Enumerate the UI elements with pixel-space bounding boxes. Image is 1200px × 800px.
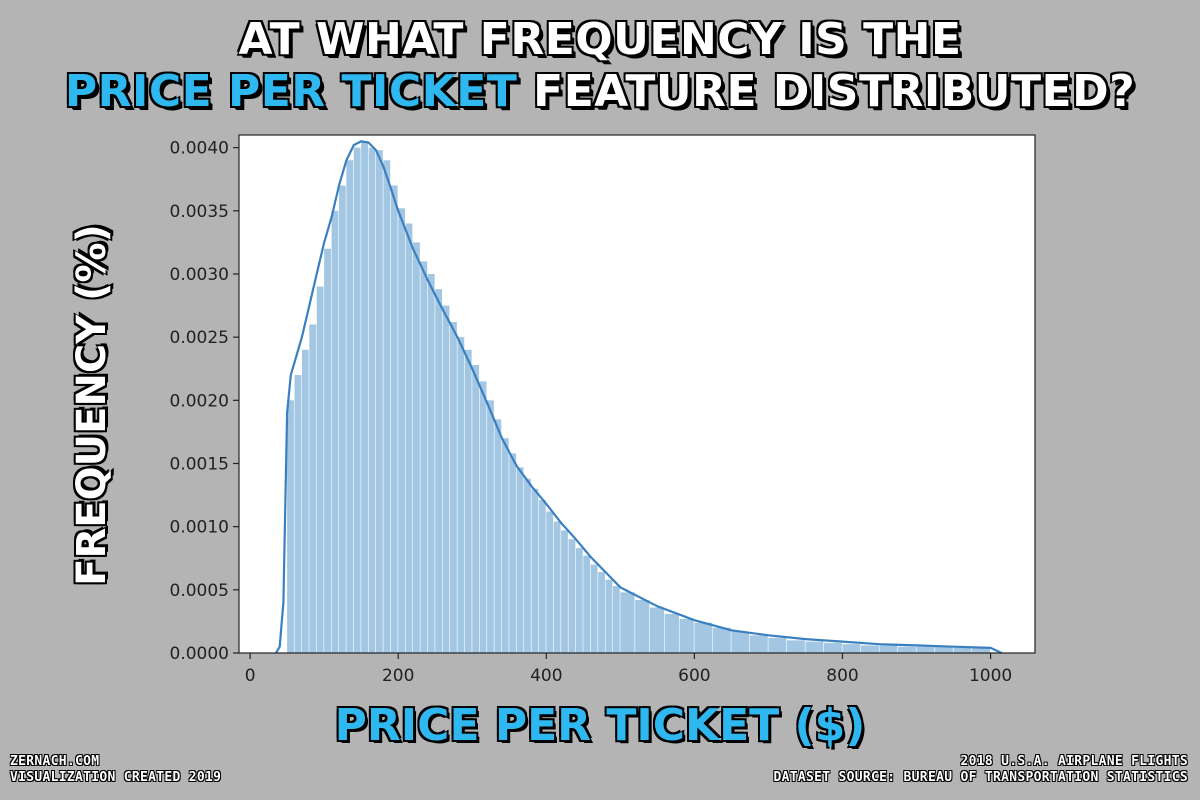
histogram-bar (805, 641, 824, 653)
y-tick-label: 0.0010 (170, 518, 229, 538)
histogram-bar (860, 645, 879, 653)
histogram-bar (590, 564, 598, 653)
histogram-bar (712, 627, 731, 653)
x-tick-label: 400 (530, 666, 562, 686)
y-tick-label: 0.0005 (170, 581, 229, 601)
footer-site: ZERNACH.COM (10, 754, 100, 769)
histogram-bar (694, 622, 713, 653)
histogram-bar (450, 321, 457, 653)
histogram-bar (383, 160, 391, 653)
y-axis-ticks: 0.0000 0.0005 0.0010 0.0015 0.0020 0.0025 0.00… (170, 139, 239, 664)
histogram-bar (331, 210, 339, 653)
histogram-bar (398, 208, 406, 653)
plot-frame (238, 134, 1036, 654)
histogram-bar (553, 521, 561, 653)
footer-right: 2018 U.S.A. AIRPLANE FLIGHTS DATASET SOU… (774, 754, 1188, 786)
histogram-bar (427, 273, 435, 653)
histogram-bar (749, 635, 768, 653)
histogram-bar (361, 141, 368, 653)
histogram-bar (457, 337, 465, 653)
headline: AT WHAT FREQUENCY IS THE PRICE PER TICKE… (0, 14, 1200, 118)
y-tick-label: 0.0015 (170, 454, 229, 474)
headline-line-1: AT WHAT FREQUENCY IS THE (238, 14, 962, 65)
x-tick-label: 1000 (969, 666, 1012, 686)
x-tick-label: 800 (826, 666, 858, 686)
histogram-bar (972, 647, 990, 653)
histogram-bar (309, 324, 317, 653)
histogram-bar (464, 349, 472, 653)
footer-left: ZERNACH.COM VISUALIZATION CREATED 2019 (10, 754, 221, 786)
x-tick-label: 0 (245, 666, 256, 686)
histogram-bar (664, 613, 679, 653)
histogram-bar (338, 185, 346, 653)
x-axis-ticks: 0 200 400 600 800 1000 (245, 653, 1012, 686)
histogram-bar (935, 646, 953, 653)
x-axis-title: PRICE PER TICKET ($) (334, 700, 866, 751)
x-tick-label: 200 (382, 666, 414, 686)
histogram-bar (487, 400, 494, 653)
histogram-bar (598, 572, 605, 653)
histogram-bar (768, 637, 787, 653)
histogram-bar (435, 289, 443, 653)
headline-rest: FEATURE DISTRIBUTED? (517, 66, 1136, 117)
histogram-bar (301, 349, 309, 653)
histogram-bar (413, 242, 420, 653)
histogram-bar (898, 646, 916, 653)
histogram-bar (842, 644, 861, 653)
histogram-bar (531, 488, 539, 653)
footer-created: VISUALIZATION CREATED 2019 (10, 770, 222, 785)
histogram-bar (316, 286, 324, 653)
histogram-bar (375, 150, 383, 653)
histogram-bar (879, 645, 898, 653)
footer-dataset: 2018 U.S.A. AIRPLANE FLIGHTS (960, 754, 1188, 769)
histogram-bar (575, 548, 583, 653)
histogram-bar (287, 400, 294, 653)
histogram-bar (472, 364, 480, 653)
y-tick-label: 0.0030 (170, 265, 229, 285)
histogram-bar (546, 511, 554, 653)
histogram-bar (494, 419, 502, 653)
histogram-bars (287, 141, 990, 653)
histogram-bar (568, 539, 576, 653)
histogram-bar (353, 147, 361, 653)
histogram-bar (501, 438, 509, 653)
headline-accent: PRICE PER TICKET (64, 66, 518, 117)
y-tick-label: 0.0020 (170, 391, 229, 411)
histogram-bar (612, 586, 620, 653)
histogram-bar (649, 607, 665, 653)
histogram-bar (524, 478, 531, 653)
histogram-bar (346, 160, 354, 653)
histogram-bar (442, 305, 450, 653)
histogram-bar (324, 248, 331, 653)
histogram-bar (916, 646, 935, 653)
histogram-bar (294, 375, 302, 653)
y-tick-label: 0.0025 (170, 328, 229, 348)
histogram-bar (953, 647, 972, 653)
y-tick-label: 0.0040 (170, 139, 229, 159)
histogram-bar (731, 631, 750, 653)
histogram-bar (538, 500, 546, 653)
x-tick-label: 600 (678, 666, 710, 686)
y-tick-label: 0.0000 (170, 644, 229, 664)
kde-curve (275, 140, 1003, 654)
histogram-bar (405, 223, 413, 653)
histogram-bar (420, 261, 428, 653)
histogram-bar (516, 467, 524, 653)
histogram-bar (786, 640, 805, 653)
y-tick-label: 0.0035 (170, 202, 229, 222)
histogram-bar (390, 185, 398, 653)
histogram-bar (509, 453, 517, 653)
histogram-bar (479, 381, 487, 653)
headline-line-2: PRICE PER TICKET FEATURE DISTRIBUTED? (0, 66, 1200, 118)
histogram-bar (679, 618, 694, 653)
histogram-bar (823, 642, 842, 653)
histogram-bar (620, 592, 635, 653)
histogram-bar (635, 599, 650, 653)
footer-source: DATASET SOURCE: BUREAU OF TRANSPORTATION… (773, 770, 1188, 785)
histogram-bar (368, 147, 376, 653)
histogram-bar (605, 579, 613, 653)
histogram-bar (561, 530, 568, 653)
histogram-bar (583, 555, 591, 653)
